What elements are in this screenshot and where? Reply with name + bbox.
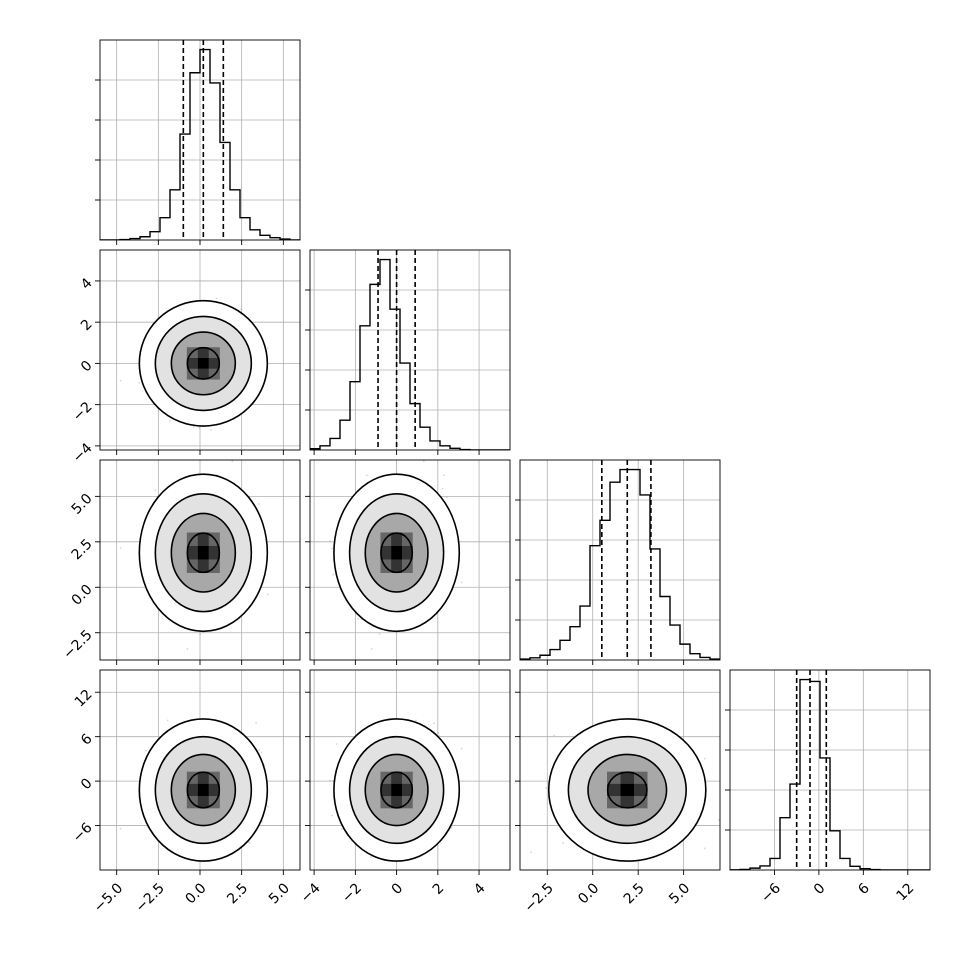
contour-line: [154, 315, 253, 412]
scatter-dot: [199, 632, 202, 635]
scatter-dot: [266, 593, 269, 596]
y-tick-label: 2: [78, 317, 96, 335]
scatter-dot: [192, 426, 195, 428]
contour-line: [170, 331, 237, 396]
panel-1-0: −4 −2 0 2 4: [70, 249, 301, 466]
scatter-dot: [198, 426, 201, 429]
panel-1-1: [305, 249, 511, 455]
y-tick-label: 4: [78, 275, 96, 293]
scatter-dot: [154, 489, 157, 492]
density-2-0: [119, 460, 269, 650]
scatter-dot: [169, 420, 172, 422]
scatter-dot: [119, 379, 122, 382]
scatter-dot: [186, 647, 189, 650]
density-1-0: [119, 297, 269, 431]
histogram-0: [100, 48, 300, 240]
contour-line: [186, 346, 221, 380]
scatter-dot: [231, 460, 234, 462]
panel-frame: [309, 249, 511, 451]
y-tick-label: −2: [70, 399, 96, 425]
scatter-dot: [210, 429, 212, 431]
panel-0-0: [95, 39, 301, 245]
density-cell: [197, 347, 209, 359]
scatter-dot: [119, 546, 122, 549]
contour-line: [138, 299, 269, 427]
density-cell: [197, 368, 209, 380]
scatter-dot: [138, 382, 141, 384]
scatter-dot: [258, 503, 260, 505]
density-cell: [197, 358, 209, 369]
scatter-dot: [215, 297, 218, 300]
panel-2-0: −2.50.02.55.0: [60, 459, 301, 665]
scatter-dot: [240, 308, 243, 311]
y-tick-label: −4: [70, 440, 96, 466]
scatter-dot: [266, 347, 269, 350]
histogram-1: [310, 258, 510, 450]
density-cell: [186, 358, 198, 369]
density-cell: [208, 358, 220, 369]
y-tick-label: 0: [78, 358, 96, 376]
